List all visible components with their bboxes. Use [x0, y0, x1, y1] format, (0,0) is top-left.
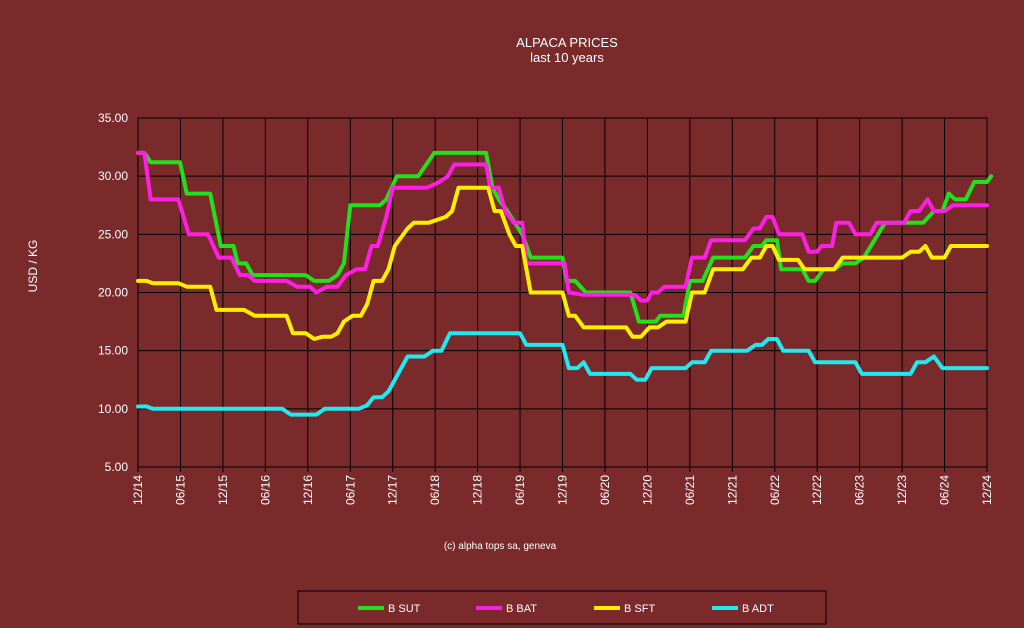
x-tick-label: 12/16 [301, 475, 315, 505]
x-tick-label: 06/20 [598, 475, 612, 505]
legend: B SUT B BAT B SFT B ADT [358, 603, 774, 615]
x-tick-label: 06/17 [343, 475, 357, 505]
y-tick-label: 5.00 [105, 460, 129, 474]
x-tick-label: 12/14 [131, 475, 145, 505]
x-tick-label: 06/24 [938, 475, 952, 505]
x-tick-label: 12/22 [810, 475, 824, 505]
x-tick-label: 06/19 [513, 475, 527, 505]
legend-label: B BAT [506, 603, 537, 615]
y-tick-label: 30.00 [98, 169, 128, 183]
x-tick-label: 12/24 [980, 475, 994, 505]
legend-label: B SUT [388, 603, 421, 615]
legend-label: B ADT [742, 603, 774, 615]
x-tick-label: 12/20 [640, 475, 654, 505]
x-tick-label: 06/15 [173, 475, 187, 505]
x-tick-label: 12/19 [556, 475, 570, 505]
series-lines [136, 150, 994, 417]
series-line-b-adt [136, 331, 989, 417]
x-tick-label: 06/23 [853, 475, 867, 505]
series-line-b-sft [136, 185, 989, 341]
x-axis-ticks: 12/14 06/15 12/15 06/16 12/16 06/17 12/17 06/18… [131, 467, 994, 505]
y-tick-label: 35.00 [98, 111, 128, 125]
y-tick-label: 25.00 [98, 227, 128, 241]
x-tick-label: 06/16 [258, 475, 272, 505]
credit-text: (c) alpha tops sa, geneva [444, 541, 557, 552]
x-tick-label: 06/21 [683, 475, 697, 505]
series-line-b-sut [136, 150, 994, 324]
x-tick-label: 12/15 [216, 475, 230, 505]
series-line-b-bat [136, 150, 989, 303]
x-tick-label: 06/18 [428, 475, 442, 505]
y-tick-label: 10.00 [98, 402, 128, 416]
x-tick-label: 12/17 [386, 475, 400, 505]
y-axis-label: USD / KG [26, 240, 40, 293]
x-tick-label: 12/21 [725, 475, 739, 505]
chart-title: ALPACA PRICES [516, 35, 618, 50]
legend-label: B SFT [624, 603, 655, 615]
y-tick-label: 20.00 [98, 286, 128, 300]
chart-subtitle: last 10 years [530, 50, 604, 65]
x-tick-label: 12/23 [895, 475, 909, 505]
legend-box [297, 590, 827, 625]
y-axis-ticks: 5.00 10.00 15.00 20.00 25.00 30.00 35.00 [98, 111, 128, 474]
x-tick-label: 12/18 [471, 475, 485, 505]
y-tick-label: 15.00 [98, 344, 128, 358]
x-tick-label: 06/22 [768, 475, 782, 505]
